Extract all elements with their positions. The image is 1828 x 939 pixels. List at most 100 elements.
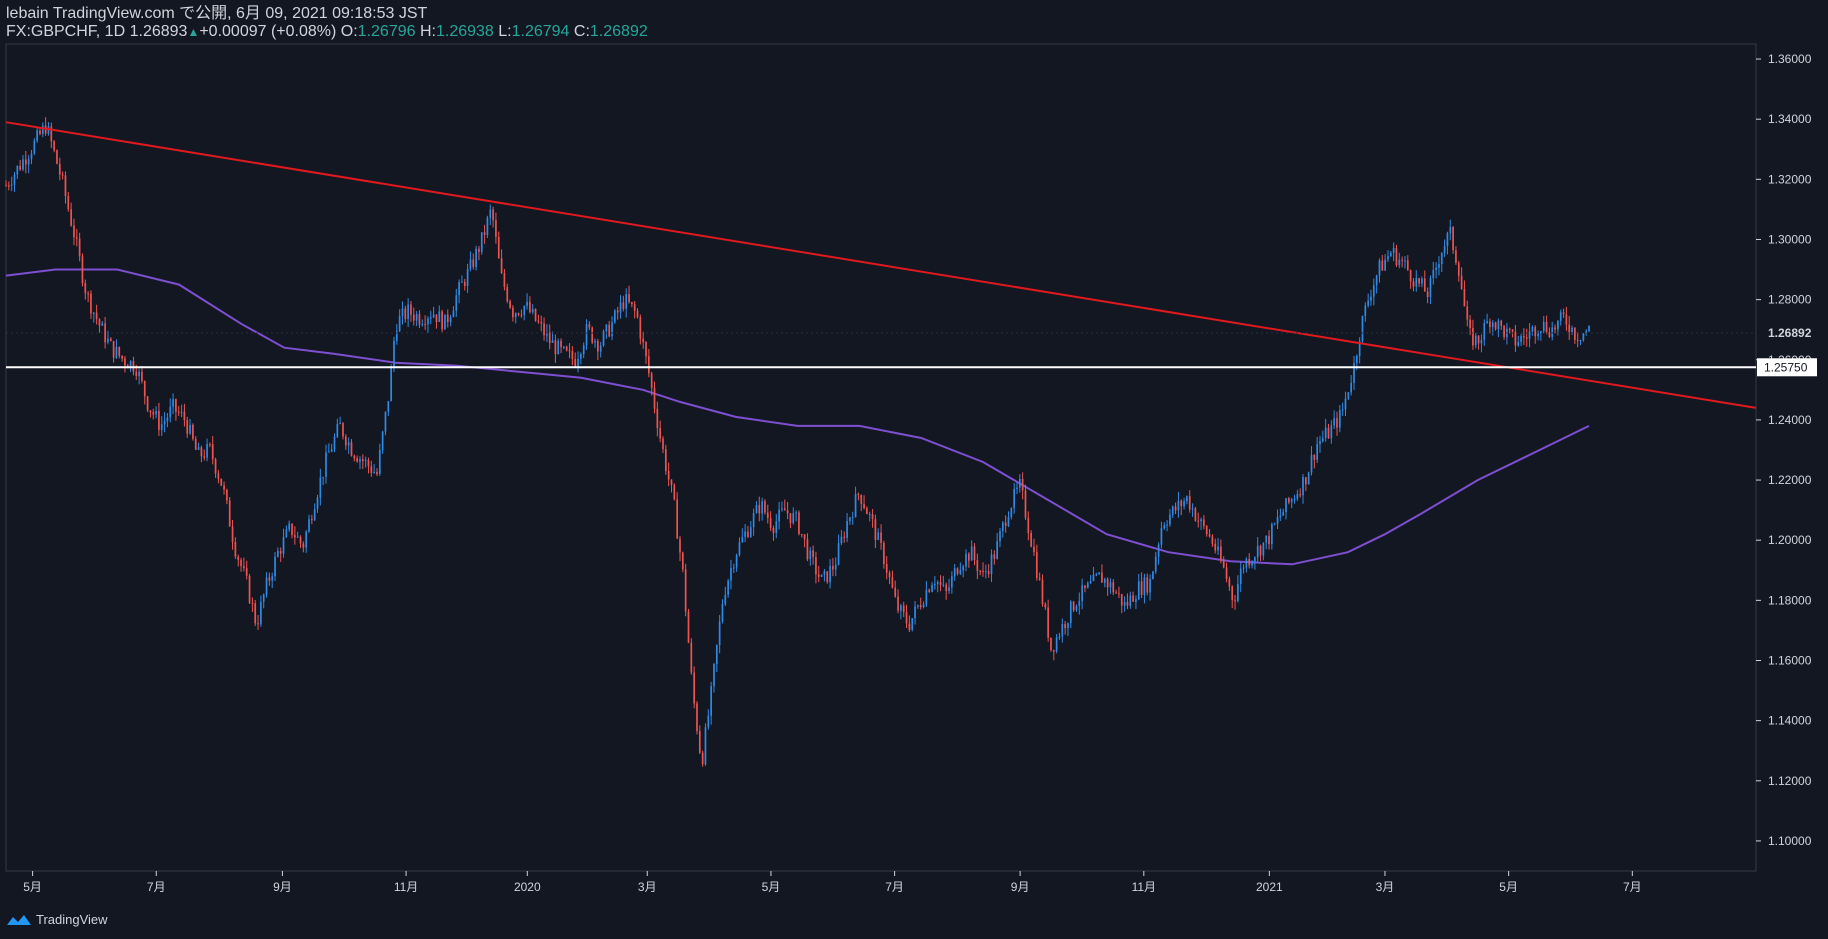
candle-body	[1285, 498, 1287, 513]
candle-body	[1214, 543, 1217, 551]
candle-body	[798, 512, 800, 535]
high-label: H:	[419, 23, 436, 40]
candle-body	[390, 367, 392, 402]
candle-body	[1183, 501, 1185, 507]
candle-body	[602, 331, 605, 346]
candle-body	[1469, 319, 1471, 329]
candle-body	[262, 594, 265, 602]
candle-body	[421, 324, 424, 326]
candle-body	[834, 564, 837, 570]
candle-body	[690, 642, 693, 673]
candle-body	[1370, 296, 1372, 301]
candle-body	[339, 423, 342, 425]
candle-body	[16, 165, 19, 175]
trendline-group[interactable]	[5, 121, 1757, 409]
symbol-label[interactable]: FX:GBPCHF, 1D	[6, 23, 126, 40]
candle-body	[401, 308, 404, 317]
candle-body	[1078, 600, 1081, 607]
candle-body	[1205, 526, 1208, 535]
candle-body	[322, 476, 325, 478]
candle-body	[1534, 327, 1537, 337]
candle-body	[175, 399, 177, 412]
candle-body	[70, 209, 72, 226]
candle-body	[1321, 438, 1324, 442]
candle-body	[795, 512, 797, 514]
candle-body	[747, 531, 749, 537]
open-value: 1.26796	[357, 23, 416, 40]
footer-brand[interactable]: TradingView	[6, 912, 108, 927]
candle-body	[441, 311, 443, 330]
candle-body	[1565, 314, 1568, 325]
candle-body	[1520, 335, 1522, 343]
candle-body	[1551, 327, 1554, 337]
candle-body	[483, 232, 486, 235]
candle-body	[1440, 253, 1443, 265]
candle-body	[197, 447, 200, 450]
time-tick-label: 5月	[23, 880, 42, 894]
price-change: +0.00097 (+0.08%)	[199, 23, 337, 40]
candle-body	[310, 519, 313, 521]
candle-body	[214, 459, 217, 474]
candle-body	[1327, 427, 1330, 439]
time-axis[interactable]: 5月 7月 9月 11月 2020 3月 5月 7月 9月 11月 2021 3月 5月 7月	[23, 871, 1642, 894]
candle-body	[330, 449, 333, 452]
candle-body	[163, 420, 166, 425]
candle-body	[840, 536, 843, 544]
candle-body	[880, 532, 882, 543]
candle-body	[727, 580, 729, 595]
candle-body	[475, 248, 477, 267]
candle-body	[982, 571, 984, 573]
ma-line	[5, 268, 1590, 566]
candle-body	[101, 323, 104, 326]
candle-body	[520, 314, 523, 316]
candle-body	[968, 553, 970, 561]
price-tick-label: 1.24000	[1768, 413, 1812, 427]
candle-body	[36, 130, 38, 141]
candle-body	[1098, 572, 1100, 575]
candle-body	[469, 259, 472, 270]
candle-body	[67, 196, 70, 210]
candle-body	[418, 314, 421, 325]
candle-body	[1234, 600, 1236, 602]
candle-body	[1508, 328, 1511, 330]
candle-body	[384, 411, 387, 432]
moving-average	[5, 268, 1590, 566]
candle-body	[1129, 595, 1132, 606]
candle-body	[622, 302, 625, 309]
candle-body	[803, 534, 806, 540]
candle-body	[325, 452, 327, 477]
candle-body	[778, 509, 780, 522]
candle-body	[427, 318, 429, 325]
candle-body	[313, 509, 316, 521]
candle-body	[1443, 246, 1446, 254]
candle-body	[41, 125, 44, 135]
candle-body	[973, 546, 976, 561]
candle-body	[1282, 512, 1285, 516]
candle-body	[681, 552, 684, 570]
high-value: 1.26938	[435, 23, 494, 40]
candle-body	[1081, 585, 1083, 601]
candle-body	[407, 304, 409, 320]
candle-body	[92, 312, 95, 314]
candle-body	[260, 601, 262, 625]
price-tick-label: 1.14000	[1768, 714, 1812, 728]
candle-body	[1418, 278, 1420, 284]
candle-body	[863, 503, 865, 509]
candle-body	[633, 304, 636, 311]
price-axis[interactable]: 1.360001.340001.320001.300001.280001.260…	[1756, 52, 1812, 848]
candle-body	[19, 165, 22, 170]
candle-body	[1438, 264, 1440, 268]
time-tick-label: 9月	[1011, 880, 1030, 894]
candle-body	[274, 556, 276, 577]
candle-body	[1557, 320, 1559, 330]
candle-body	[1491, 322, 1494, 328]
candle-body	[1143, 577, 1146, 596]
price-tick-label: 1.10000	[1768, 834, 1812, 848]
candle-body	[1500, 320, 1503, 326]
candle-body	[302, 543, 305, 548]
candle-body	[1186, 496, 1188, 502]
candle-body	[1412, 281, 1415, 287]
candle-body	[347, 442, 350, 446]
candle-body	[1395, 248, 1398, 266]
